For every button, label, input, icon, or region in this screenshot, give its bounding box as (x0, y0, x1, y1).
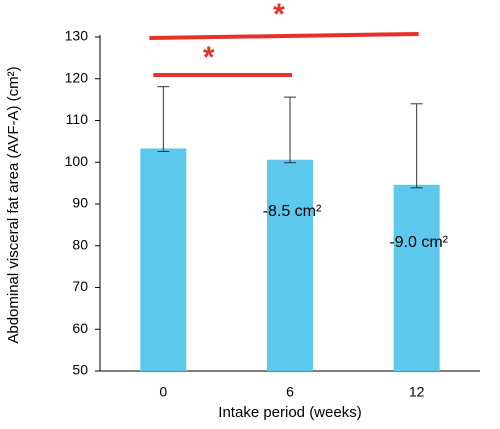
bar (393, 184, 440, 371)
y-tick-label: 90 (72, 195, 88, 211)
y-tick-label: 100 (65, 153, 89, 169)
y-tick-label: 70 (72, 278, 88, 294)
annotation: -8.5 cm² (263, 203, 322, 220)
y-tick-label: 110 (66, 111, 89, 127)
x-tick-label: 12 (409, 384, 425, 400)
x-tick-label: 0 (159, 384, 167, 400)
annotation: -9.0 cm² (389, 234, 448, 251)
significance-star: * (203, 41, 215, 74)
significance-line (149, 32, 419, 40)
y-axis-title: Abdominal visceral fat area (AVF-A) (cm²… (5, 66, 22, 343)
y-tick-label: 120 (65, 69, 89, 85)
y-tick-label: 130 (65, 28, 89, 44)
bar (267, 159, 313, 371)
bar (140, 148, 187, 371)
significance-star: * (273, 0, 285, 31)
y-tick-label: 50 (72, 362, 88, 378)
x-axis-title: Intake period (weeks) (218, 404, 361, 421)
x-tick-label: 6 (286, 384, 294, 400)
y-tick-label: 80 (72, 236, 88, 252)
y-tick-label: 60 (72, 320, 88, 336)
